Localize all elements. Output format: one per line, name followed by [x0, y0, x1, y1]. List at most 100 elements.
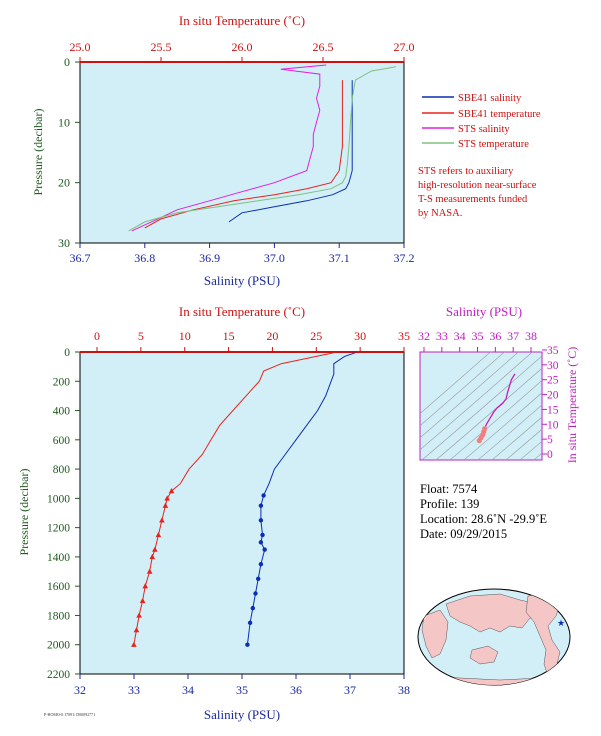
bottom-temp-tick-label: 15: [223, 329, 235, 343]
top-sal-axis-label: Salinity (PSU): [204, 273, 280, 288]
temperature-point: [139, 597, 146, 604]
ts-temp-tick-label: 15: [547, 404, 559, 416]
legend-label-sts-temperature: STS temperature: [458, 139, 529, 150]
ts-temp-tick-label: 35: [547, 345, 559, 357]
ts-panel: Salinity (PSU) In situ Temperature (˚C) …: [418, 304, 579, 463]
ts-sal-tick-label: 35: [472, 329, 484, 343]
temperature-point: [162, 502, 169, 508]
salinity-point: [258, 503, 264, 508]
top-panel: In situ Temperature (˚C) 25.0 25.5 26.0 26.…: [31, 13, 541, 288]
bottom-pressure-label: Pressure (decibar): [17, 469, 31, 556]
salinity-point: [256, 576, 261, 582]
bottom-pres-tick-label: 1400: [47, 552, 70, 564]
bottom-sal-tick-label: 38: [398, 683, 410, 697]
top-series-group: [128, 64, 396, 232]
bottom-pres-tick-label: 2200: [47, 669, 70, 681]
top-temp-tick-label: 26.0: [232, 40, 253, 54]
float-number: Float: 7574: [420, 482, 478, 496]
bottom-temp-axis-label: In situ Temperature (˚C): [179, 304, 305, 319]
temperature-point: [159, 517, 165, 523]
bottom-sal-tick-label: 32: [74, 683, 86, 697]
sts-temperature-line: [128, 66, 396, 232]
bottom-pres-tick-label: 2000: [47, 640, 70, 652]
density-contour: [477, 404, 542, 460]
sts-note-line-1: STS refers to auxiliary: [418, 166, 514, 177]
density-contour: [533, 452, 542, 460]
bottom-pres-tick-label: 200: [53, 376, 71, 388]
sts-note-line-4: by NASA.: [418, 208, 462, 219]
top-pres-tick-label: 20: [58, 176, 70, 190]
bottom-temp-tick-label: 0: [94, 329, 100, 343]
top-sal-tick-label: 36.8: [134, 251, 155, 265]
density-contour: [420, 352, 491, 414]
ts-temp-ticks: 0 5 10 15 20 25 30 35: [542, 345, 559, 461]
temperature-point: [146, 568, 153, 574]
bottom-sal-tick-label: 34: [182, 683, 194, 697]
ts-temp-tick-label: 0: [547, 449, 553, 461]
bottom-sal-tick-label: 33: [128, 683, 140, 697]
bottom-pressure-ticks: 0 200 400 600 800 1000 1200 1400 1600 1800 2000 220…: [47, 347, 80, 681]
ts-temp-tick-label: 30: [547, 360, 559, 372]
ts-sal-tick-label: 37: [507, 329, 519, 343]
top-temp-axis-label: In situ Temperature (˚C): [179, 13, 305, 28]
location: Location: 28.6˚N -29.9˚E: [420, 512, 547, 526]
top-temp-tick-label: 26.5: [313, 40, 334, 54]
float-position-marker: ★: [557, 618, 565, 628]
bottom-temp-tick-label: 10: [179, 329, 191, 343]
legend-label-sbe41-salinity: SBE41 salinity: [458, 93, 522, 104]
bottom-pres-tick-label: 1200: [47, 523, 70, 535]
ts-sal-axis-label: Salinity (PSU): [446, 304, 522, 319]
date: Date: 09/29/2015: [420, 527, 507, 541]
map-continent-africa: [421, 609, 449, 659]
ts-temp-tick-label: 20: [547, 390, 559, 402]
salinity-point: [262, 547, 267, 552]
ts-density-contours: [420, 352, 542, 460]
density-contour: [421, 355, 542, 460]
sbe41-salinity-line: [228, 80, 353, 223]
top-pressure-ticks: 0 10 20 30: [58, 55, 80, 250]
temperature-point: [155, 531, 162, 538]
bottom-plot-area: [79, 351, 405, 675]
ts-sal-tick-label: 32: [418, 329, 430, 343]
bottom-temp-tick-label: 5: [138, 329, 144, 343]
float-info: Float: 7574 Profile: 139 Location: 28.6˚…: [420, 482, 547, 541]
sts-note-line-3: T-S measurements funded: [418, 194, 528, 205]
top-sal-tick-label: 37.2: [394, 251, 415, 265]
bottom-panel: In situ Temperature (˚C) 0 5 10 15 20 25 30 35 …: [17, 304, 410, 722]
salinity-point: [261, 493, 266, 498]
legend-label-sts-salinity: STS salinity: [458, 124, 510, 135]
ts-temp-tick-label: 5: [547, 434, 553, 446]
ts-plot-area: [419, 351, 543, 461]
temperature-point: [136, 612, 142, 618]
temperature-point: [142, 583, 149, 589]
sts-note: STS refers to auxiliary high-resolution …: [418, 166, 537, 219]
sts-note-line-2: high-resolution near-surface: [418, 180, 537, 191]
ts-sal-ticks: 32 33 34 35 36 37 38: [418, 329, 537, 352]
bottom-sal-tick-label: 36: [290, 683, 302, 697]
bottom-sal-tick-label: 35: [236, 683, 248, 697]
temperature-point: [149, 553, 156, 560]
map-continent-australia: [469, 645, 499, 665]
top-sal-tick-label: 36.9: [199, 251, 220, 265]
density-contour: [449, 380, 542, 460]
ts-sal-tick-label: 33: [436, 329, 448, 343]
temperature-point: [164, 495, 170, 501]
bottom-pres-tick-label: 400: [53, 406, 71, 418]
temperature-point: [168, 488, 175, 494]
bottom-sal-tick-label: 37: [344, 683, 356, 697]
density-contour: [463, 392, 542, 460]
top-temp-ticks: 25.0 25.5 26.0 26.5 27.0: [70, 40, 415, 62]
world-map: ★: [417, 588, 571, 686]
top-sal-tick-label: 37.1: [329, 251, 350, 265]
density-contour: [519, 440, 542, 460]
legend-label-sbe41-temperature: SBE41 temperature: [458, 109, 541, 120]
bottom-temp-tick-label: 30: [354, 329, 366, 343]
salinity-point: [258, 540, 264, 545]
bottom-sal-axis-label: Salinity (PSU): [204, 707, 280, 722]
ts-sal-tick-label: 36: [489, 329, 501, 343]
bottom-pres-tick-label: 1600: [47, 581, 70, 593]
profile-number: Profile: 139: [420, 497, 479, 511]
top-pres-tick-label: 0: [64, 55, 70, 69]
bottom-pres-tick-label: 1000: [47, 493, 70, 505]
